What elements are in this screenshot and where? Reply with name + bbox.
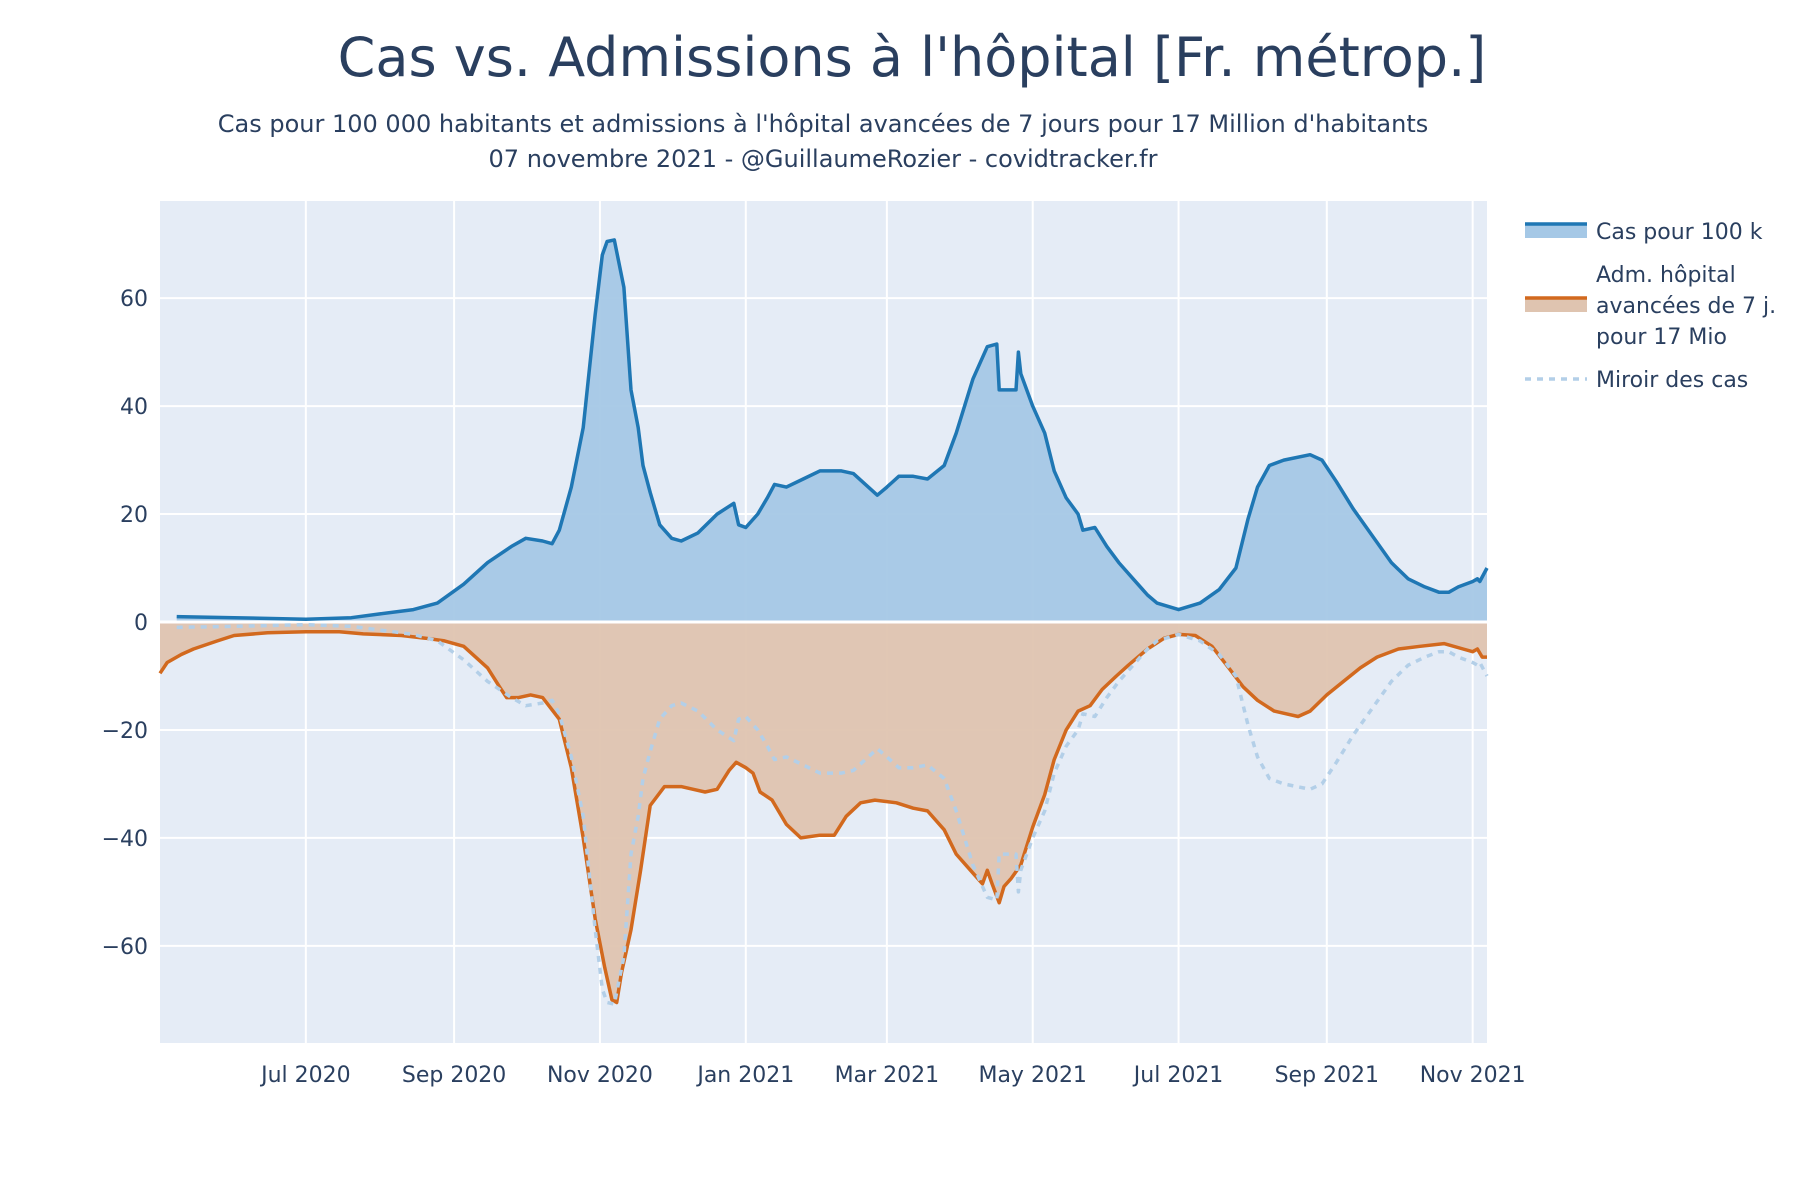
x-tick-label: Mar 2021: [835, 1063, 940, 1088]
y-tick-label: 40: [120, 395, 148, 420]
x-tick-label: Jul 2020: [259, 1063, 351, 1088]
y-tick-label: −40: [102, 827, 148, 852]
y-tick-label: 20: [120, 503, 148, 528]
chart-title: Cas vs. Admissions à l'hôpital [Fr. métr…: [338, 26, 1487, 89]
x-tick-label: Jan 2021: [695, 1063, 794, 1088]
y-axis-ticks: 60 40 20 0 −20 −40 −60: [102, 287, 148, 960]
legend-label-1: avancées de 7 j.: [1596, 294, 1776, 319]
series-fill-0: [176, 239, 1488, 622]
series-line-1: [158, 629, 1487, 1005]
y-tick-label: 0: [134, 611, 148, 636]
x-tick-label: Nov 2021: [1420, 1063, 1526, 1088]
series-fills: [160, 239, 1488, 1003]
series-line-0: [176, 238, 1489, 622]
legend: Cas pour 100 k Adm. hôpital avancées de 7 …: [1525, 220, 1776, 393]
legend-label-1: pour 17 Mio: [1596, 325, 1727, 350]
x-tick-label: May 2021: [978, 1063, 1086, 1088]
series-line-2: [176, 622, 1489, 1006]
series-fill-1: [160, 622, 1487, 1003]
x-axis-ticks: Jul 2020 Sep 2020 Nov 2020 Jan 2021 Mar 2021…: [259, 1063, 1526, 1088]
legend-label-1: Adm. hôpital: [1596, 263, 1736, 288]
x-tick-label: Sep 2020: [402, 1063, 506, 1088]
y-tick-label: −60: [102, 935, 148, 960]
chart-subtitle-line-2: 07 novembre 2021 - @GuillaumeRozier - co…: [489, 145, 1158, 173]
legend-swatch-fill-0: [1525, 224, 1587, 238]
x-tick-label: Nov 2020: [547, 1063, 653, 1088]
legend-swatch-fill-1: [1525, 298, 1587, 312]
chart-subtitle-line-1: Cas pour 100 000 habitants et admissions…: [218, 110, 1428, 138]
series-lines: [158, 238, 1489, 1006]
x-tick-label: Sep 2021: [1275, 1063, 1379, 1088]
legend-label-0: Cas pour 100 k: [1596, 220, 1763, 245]
y-tick-label: −20: [102, 719, 148, 744]
legend-label-2: Miroir des cas: [1596, 368, 1748, 393]
y-tick-label: 60: [120, 287, 148, 312]
x-tick-label: Jul 2021: [1132, 1063, 1224, 1088]
